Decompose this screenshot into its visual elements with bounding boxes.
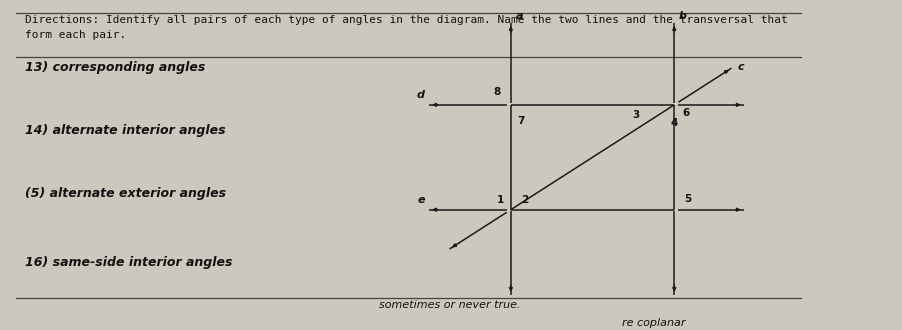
Text: e: e [418, 195, 425, 205]
Text: d: d [417, 90, 425, 100]
Text: 16) same-side interior angles: 16) same-side interior angles [24, 255, 232, 269]
Text: 2: 2 [520, 195, 528, 205]
Text: 4: 4 [670, 118, 677, 128]
Text: a: a [516, 11, 523, 21]
Text: 6: 6 [683, 108, 690, 118]
Text: 8: 8 [493, 87, 501, 97]
Text: (5) alternate exterior angles: (5) alternate exterior angles [24, 187, 226, 200]
Text: 13) corresponding angles: 13) corresponding angles [24, 61, 205, 74]
Text: c: c [738, 61, 745, 72]
Text: re coplanar: re coplanar [622, 318, 686, 328]
Text: b: b [678, 11, 686, 21]
Text: 5: 5 [684, 194, 691, 204]
Text: 3: 3 [632, 110, 640, 120]
Text: 7: 7 [518, 116, 525, 126]
Text: sometimes or never true.: sometimes or never true. [379, 300, 520, 310]
Text: 14) alternate interior angles: 14) alternate interior angles [24, 124, 226, 138]
Text: 1: 1 [497, 195, 504, 205]
Text: Directions: Identify all pairs of each type of angles in the diagram. Name the t: Directions: Identify all pairs of each t… [24, 15, 787, 40]
